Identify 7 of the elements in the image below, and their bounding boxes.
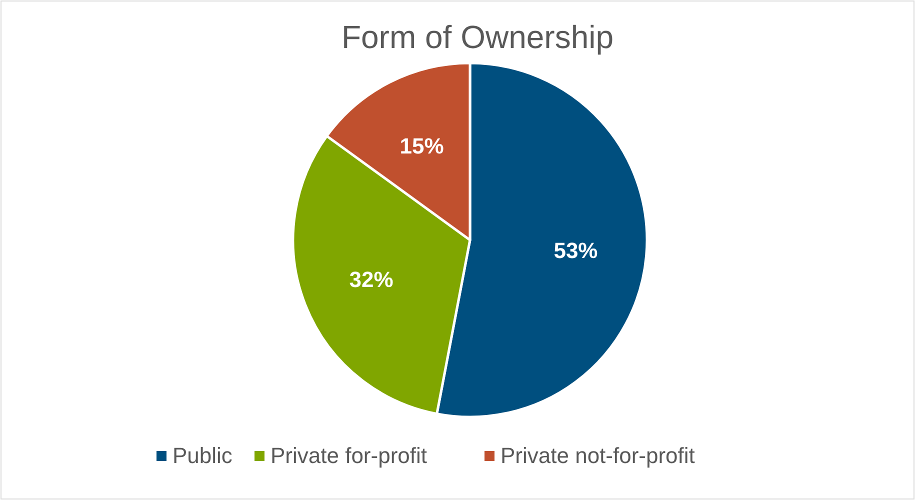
- data-label: 15%: [400, 133, 444, 158]
- legend-label: Private not-for-profit: [500, 443, 695, 468]
- legend-label: Private for-profit: [270, 443, 427, 468]
- chart-title: Form of Ownership: [341, 19, 614, 55]
- legend-label: Public: [172, 443, 232, 468]
- data-label: 32%: [349, 267, 394, 292]
- data-label: 53%: [554, 238, 598, 263]
